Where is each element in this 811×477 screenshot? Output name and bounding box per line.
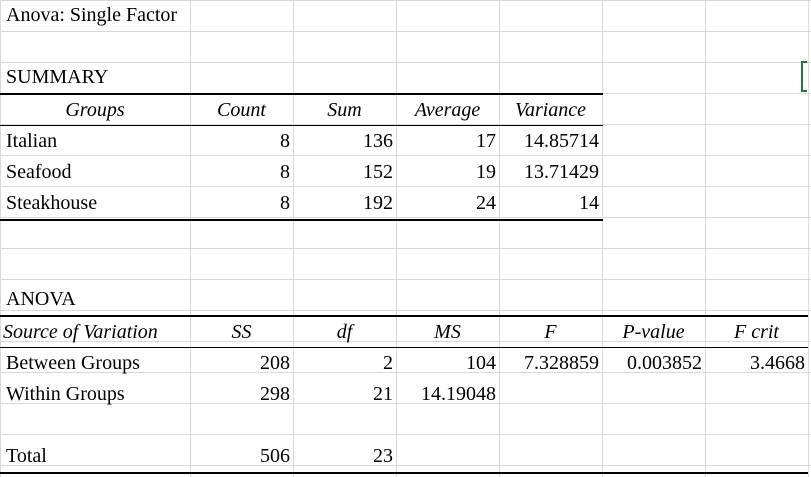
anova-title: Anova: Single Factor xyxy=(6,4,178,26)
anova-header-ss[interactable]: SS xyxy=(231,321,252,343)
summary-row-steakhouse-count[interactable]: 8 xyxy=(280,192,290,214)
summary-row-italian-variance[interactable]: 14.85714 xyxy=(524,130,599,152)
anova-row-within-ms[interactable]: 14.19048 xyxy=(421,383,496,405)
summary-top-rule xyxy=(0,93,603,95)
anova-top-rule xyxy=(0,315,808,317)
summary-heading: SUMMARY xyxy=(6,66,109,88)
anova-header-f[interactable]: F xyxy=(544,321,557,343)
summary-row-seafood-group[interactable]: Seafood xyxy=(6,161,72,183)
anova-header-rule xyxy=(0,347,808,348)
anova-bottom-rule xyxy=(0,472,808,474)
anova-total-label[interactable]: Total xyxy=(6,445,47,467)
anova-row-within-ss[interactable]: 298 xyxy=(260,383,290,405)
summary-header-count[interactable]: Count xyxy=(217,99,266,121)
anova-total-df[interactable]: 23 xyxy=(373,445,393,467)
anova-row-between-ss[interactable]: 208 xyxy=(260,352,290,374)
summary-bottom-rule xyxy=(0,219,603,221)
summary-header-average[interactable]: Average xyxy=(414,99,481,121)
summary-row-steakhouse-sum[interactable]: 192 xyxy=(363,192,393,214)
active-cell-indicator[interactable] xyxy=(801,61,807,92)
anova-row-between-df[interactable]: 2 xyxy=(383,352,393,374)
summary-row-seafood-sum[interactable]: 152 xyxy=(363,161,393,183)
summary-header-groups[interactable]: Groups xyxy=(65,99,125,121)
summary-row-italian-count[interactable]: 8 xyxy=(280,130,290,152)
summary-header-rule xyxy=(0,125,603,126)
summary-row-italian-group[interactable]: Italian xyxy=(6,130,58,152)
anova-row-between-source[interactable]: Between Groups xyxy=(6,352,140,374)
summary-row-steakhouse-variance[interactable]: 14 xyxy=(579,192,599,214)
anova-total-ss[interactable]: 506 xyxy=(260,445,290,467)
anova-row-between-fcrit[interactable]: 3.4668 xyxy=(750,352,805,374)
summary-row-seafood-count[interactable]: 8 xyxy=(280,161,290,183)
summary-row-seafood-variance[interactable]: 13.71429 xyxy=(524,161,599,183)
summary-header-variance[interactable]: Variance xyxy=(514,99,587,121)
anova-heading: ANOVA xyxy=(6,288,76,310)
anova-header-source[interactable]: Source of Variation xyxy=(3,321,158,343)
anova-row-between-pvalue[interactable]: 0.003852 xyxy=(627,352,702,374)
summary-row-italian-average[interactable]: 17 xyxy=(476,130,496,152)
anova-header-pvalue[interactable]: P-value xyxy=(622,321,685,343)
summary-row-italian-sum[interactable]: 136 xyxy=(363,130,393,152)
summary-row-steakhouse-group[interactable]: Steakhouse xyxy=(6,192,98,214)
anova-header-ms[interactable]: MS xyxy=(434,321,461,343)
anova-header-fcrit[interactable]: F crit xyxy=(734,321,779,343)
summary-header-sum[interactable]: Sum xyxy=(327,99,362,121)
summary-row-steakhouse-average[interactable]: 24 xyxy=(476,192,496,214)
anova-row-between-ms[interactable]: 104 xyxy=(466,352,496,374)
anova-row-within-source[interactable]: Within Groups xyxy=(6,383,125,405)
summary-row-seafood-average[interactable]: 19 xyxy=(476,161,496,183)
anova-row-within-df[interactable]: 21 xyxy=(373,383,393,405)
anova-header-df[interactable]: df xyxy=(336,321,353,343)
anova-row-between-f[interactable]: 7.328859 xyxy=(524,352,599,374)
